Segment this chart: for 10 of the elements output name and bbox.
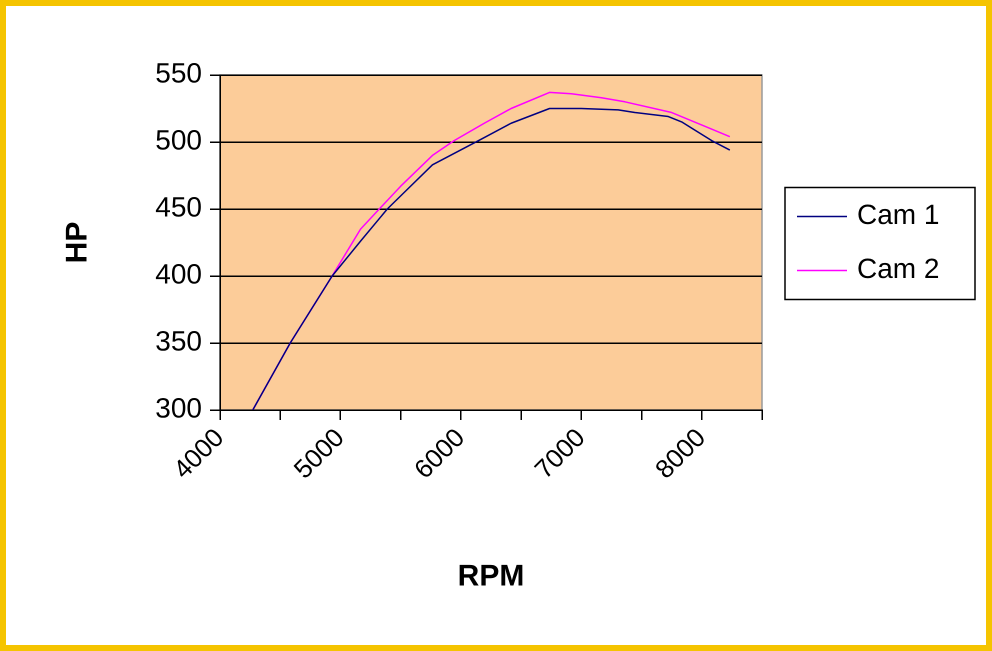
y-tick-label: 400	[155, 258, 202, 290]
y-tick-label: 500	[155, 124, 202, 156]
y-tick-label: 450	[155, 192, 202, 223]
y-tick-label: 350	[155, 326, 202, 357]
y-axis-title: HP	[60, 222, 94, 264]
y-tick-label: 300	[155, 392, 202, 424]
y-tick-label: 550	[155, 58, 202, 89]
x-axis-title: RPM	[458, 559, 524, 592]
legend-label: Cam 1	[857, 199, 940, 230]
legend-label: Cam 2	[857, 253, 940, 284]
